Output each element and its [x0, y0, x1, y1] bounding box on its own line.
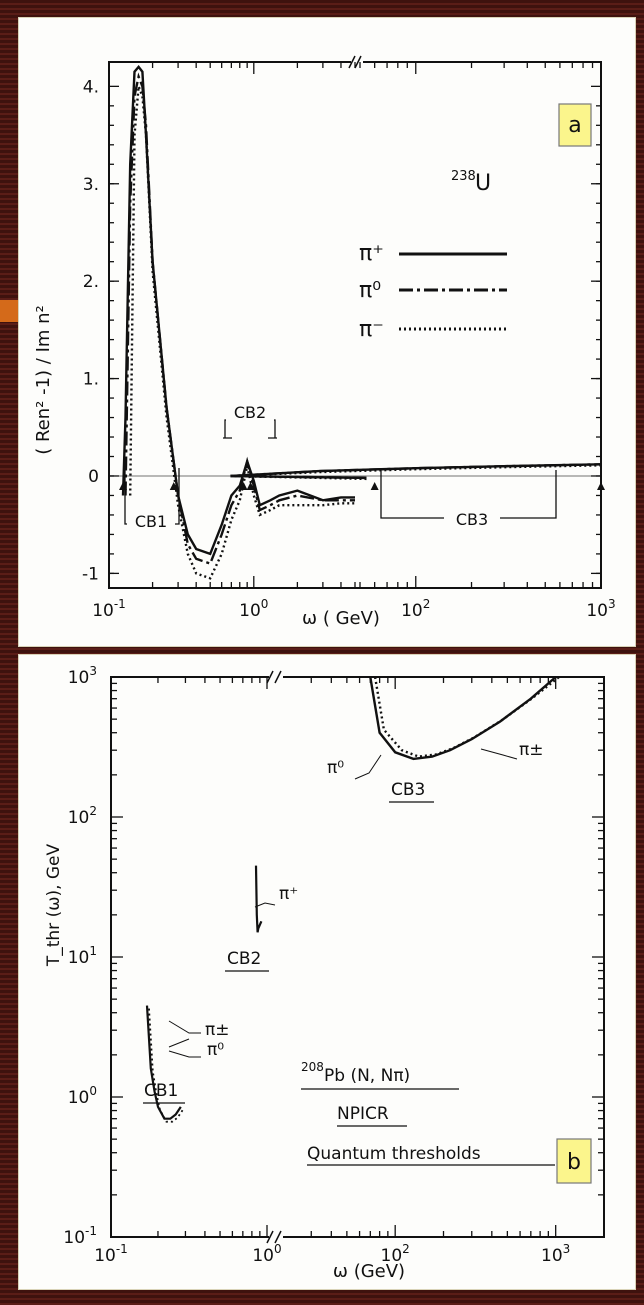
series-line-dotted-low [129, 85, 355, 580]
legend-item-pi-minus: π⁻ [359, 317, 384, 342]
label-cb2-pi-plus: π⁺ [279, 884, 298, 904]
arrow-cb2-a [239, 481, 248, 490]
annotation-cb1: CB1 [124, 468, 180, 531]
y-tick-label: 1. [83, 370, 99, 390]
label-cb1-pi-zero: π⁰ [207, 1040, 224, 1060]
chart-a-frame [108, 61, 602, 589]
annotation-b-cb3: CB3 [391, 780, 425, 800]
legend-quantum-thresholds: Quantum thresholds [307, 1144, 481, 1164]
chart-b-svg: 103 102 101 100 10-110-1 100 102 103 b 208 Pb (… [44, 664, 605, 1282]
panel-b-label: b [567, 1150, 581, 1175]
axis-break-bottom [266, 1230, 282, 1244]
chart-a-svg: 4. 3. 2. 1. 0 -1 10-1 100 102 103 a 238 U π⁺ π⁰ π… [33, 55, 616, 629]
series-line-dash-dot-low [124, 72, 355, 566]
annotation-cb3: CB3 [380, 470, 557, 530]
chart-b-legend: 208 Pb (N, Nπ) NPICR Quantum thresholds [301, 1060, 555, 1166]
label-cb1-pi-pm: π± [205, 1020, 229, 1040]
panel-a-label: a [568, 113, 581, 138]
chart-b-ylabel: T_thr (ω), GeV [44, 843, 64, 967]
y-tick-label: -1 [82, 564, 99, 584]
accent-stripe [0, 300, 18, 322]
annotation-cb2-label: CB2 [234, 403, 266, 422]
chart-b-plot-area: 103 102 101 100 10-110-1 100 102 103 [63, 664, 605, 1266]
annotation-cb2: CB2 [223, 400, 277, 439]
chart-a-ylabel: ( Ren² -1) / Im n² [33, 305, 54, 455]
arrow-cb3-b [597, 481, 605, 490]
y-tick-label: 102 [68, 804, 97, 828]
target-mass: 238 [451, 169, 476, 184]
y-tick-label: 103 [68, 664, 97, 688]
y-tick-label: 2. [83, 272, 99, 292]
axis-break-top [348, 55, 362, 69]
chart-panel-a: 4. 3. 2. 1. 0 -1 10-1 100 102 103 a 238 U π⁺ π⁰ π… [18, 17, 636, 647]
panel-b-badge: b [556, 1138, 592, 1184]
x-tick-label: 102 [381, 1242, 410, 1266]
label-cb3-pi-pm: π± [519, 740, 543, 760]
legend-item-pi-plus: π⁺ [359, 241, 384, 266]
panel-a-badge: a [558, 103, 592, 147]
legend-item-pi-zero: π⁰ [359, 278, 381, 303]
arrow-cb1-b [169, 481, 178, 490]
series-cb1 [145, 1005, 182, 1120]
annotation-b-cb2: CB2 [227, 949, 261, 969]
series-cb2 [254, 865, 263, 933]
annotation-b-cb1: CB1 [144, 1081, 178, 1101]
y-tick-label: 4. [83, 77, 99, 97]
series-cb1-dotted [148, 1008, 184, 1123]
x-tick-label: 103 [541, 1242, 570, 1266]
y-tick-label: 10-1 [63, 1224, 97, 1248]
target-symbol: U [475, 171, 491, 196]
x-tick-label: 102 [401, 597, 430, 621]
label-cb3-pi-zero: π⁰ [327, 758, 344, 778]
legend-reaction: Pb (N, Nπ) [324, 1066, 410, 1086]
x-tick-label: 100 [252, 1242, 281, 1266]
y-tick-label: 0 [88, 467, 99, 487]
series-line-dotted-high [230, 464, 602, 481]
annotation-cb3-label: CB3 [456, 510, 488, 529]
x-tick-label: 103 [586, 597, 615, 621]
x-tick-label: 10-1 [92, 597, 126, 621]
y-tick-label: 3. [83, 175, 99, 195]
chart-a-xlabel: ω ( GeV) [302, 608, 380, 629]
annotation-cb1-label: CB1 [135, 512, 167, 531]
x-tick-label: 100 [239, 597, 268, 621]
chart-b-xlabel: ω (GeV) [333, 1261, 405, 1282]
series-line-solid-low [121, 65, 355, 556]
chart-panel-b: 103 102 101 100 10-1 10-1 100 102 103 b 208 Pb (… [18, 654, 636, 1290]
series-cb3-π± [373, 676, 560, 758]
chart-a-plot-area: 4. 3. 2. 1. 0 -1 10-1 100 102 103 [82, 55, 616, 621]
legend-npicr: NPICR [337, 1104, 389, 1124]
legend-mass: 208 [301, 1060, 324, 1074]
axis-break-top [266, 670, 282, 684]
y-tick-label: 100 [68, 1084, 97, 1108]
y-tick-label: 101 [68, 944, 97, 968]
arrow-cb2-b [246, 481, 255, 490]
x-tick-label: 10-1 [94, 1242, 128, 1266]
chart-a-legend: π⁺ π⁰ π⁻ [359, 241, 507, 342]
arrow-cb3-a [370, 481, 379, 490]
